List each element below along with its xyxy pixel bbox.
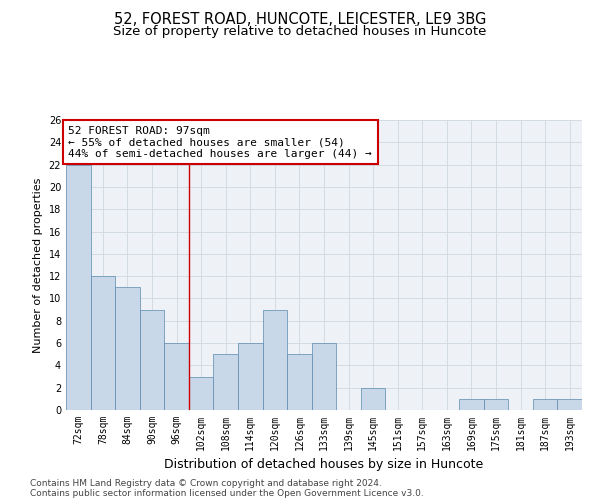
Text: 52 FOREST ROAD: 97sqm
← 55% of detached houses are smaller (54)
44% of semi-deta: 52 FOREST ROAD: 97sqm ← 55% of detached … — [68, 126, 372, 159]
Text: Contains HM Land Registry data © Crown copyright and database right 2024.: Contains HM Land Registry data © Crown c… — [30, 478, 382, 488]
Bar — [115, 288, 140, 410]
Bar — [557, 399, 582, 410]
Text: 52, FOREST ROAD, HUNCOTE, LEICESTER, LE9 3BG: 52, FOREST ROAD, HUNCOTE, LEICESTER, LE9… — [114, 12, 486, 28]
Bar — [263, 310, 287, 410]
Bar — [459, 399, 484, 410]
Text: Contains public sector information licensed under the Open Government Licence v3: Contains public sector information licen… — [30, 488, 424, 498]
Text: Size of property relative to detached houses in Huncote: Size of property relative to detached ho… — [113, 25, 487, 38]
Bar — [214, 354, 238, 410]
Bar — [164, 343, 189, 410]
Bar — [312, 343, 336, 410]
X-axis label: Distribution of detached houses by size in Huncote: Distribution of detached houses by size … — [164, 458, 484, 471]
Y-axis label: Number of detached properties: Number of detached properties — [33, 178, 43, 352]
Bar — [361, 388, 385, 410]
Bar — [484, 399, 508, 410]
Bar — [66, 164, 91, 410]
Bar — [140, 310, 164, 410]
Bar — [238, 343, 263, 410]
Bar — [91, 276, 115, 410]
Bar — [287, 354, 312, 410]
Bar — [533, 399, 557, 410]
Bar — [189, 376, 214, 410]
